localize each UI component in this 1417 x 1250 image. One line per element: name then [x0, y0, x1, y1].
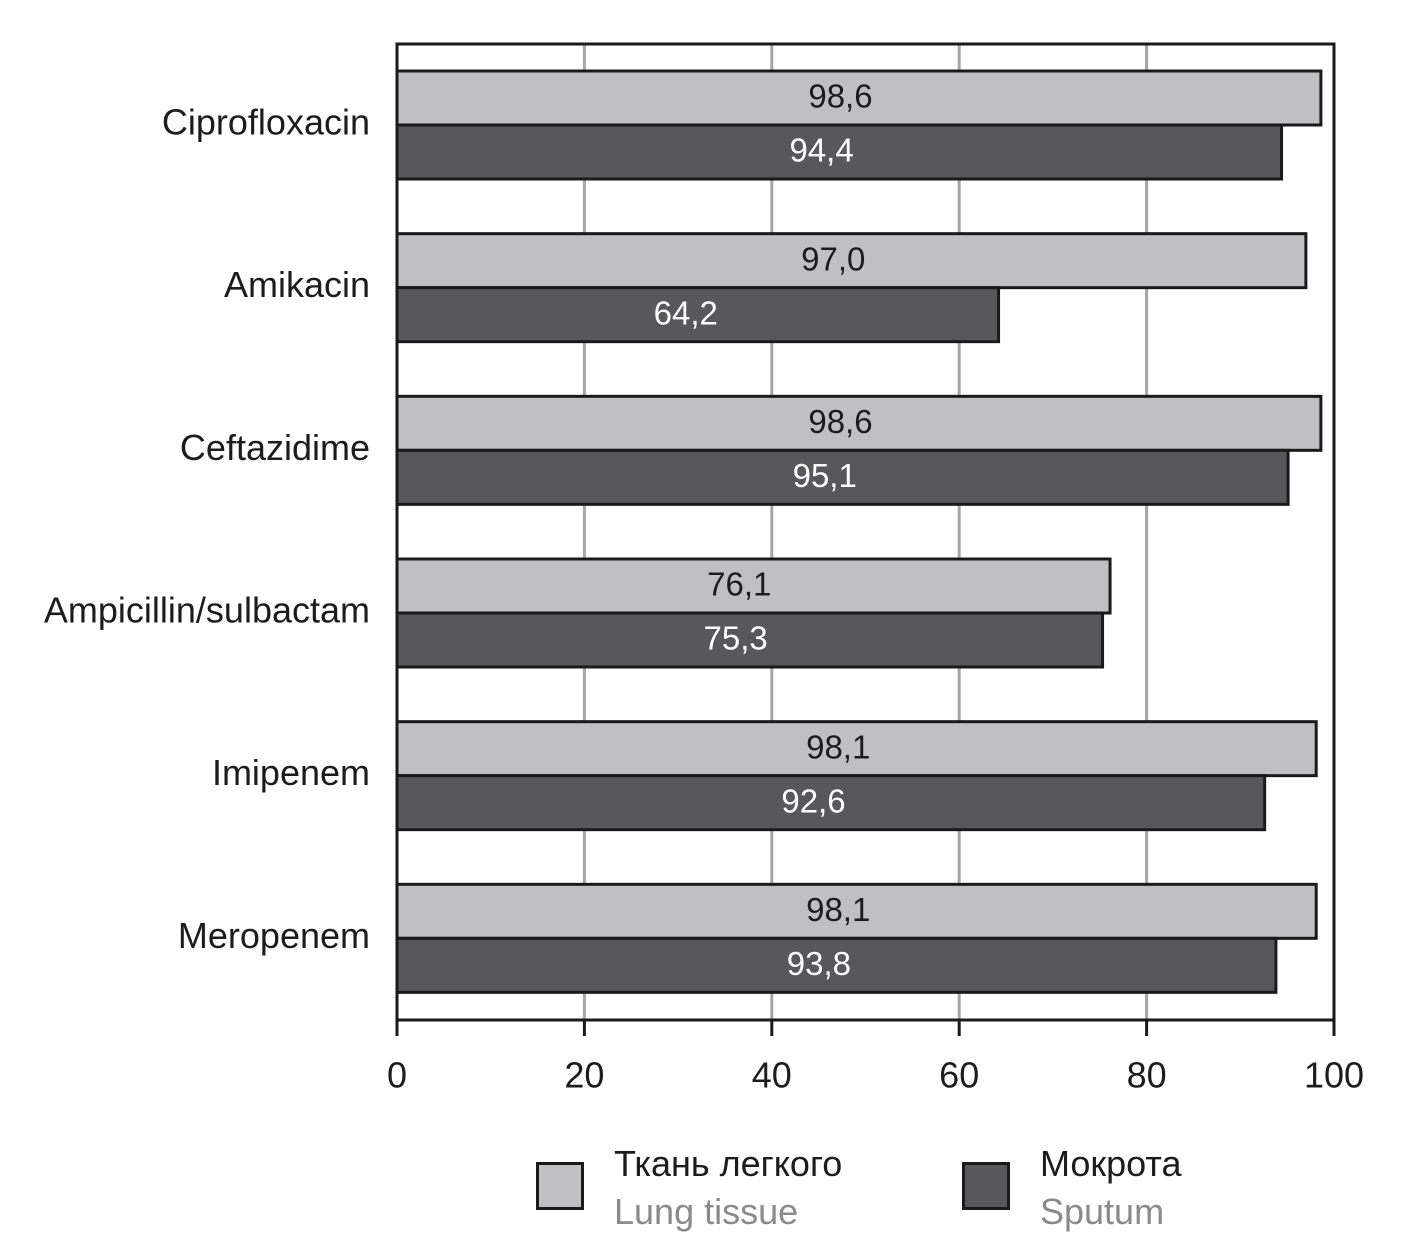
legend-swatch-sputum	[962, 1162, 1010, 1210]
category-label: Ampicillin/sulbactam	[44, 590, 370, 631]
bar	[395, 936, 1278, 994]
category-label: Imipenem	[212, 752, 370, 793]
data-label: 75,3	[704, 620, 768, 657]
category-label: Amikacin	[224, 264, 370, 305]
bar	[395, 774, 1267, 832]
x-tick-label: 100	[1304, 1055, 1364, 1096]
bar	[395, 611, 1105, 669]
plot-frame	[395, 42, 1336, 1022]
x-tick-label: 40	[752, 1055, 792, 1096]
data-label: 98,6	[808, 403, 872, 440]
bar	[395, 123, 1284, 181]
category-label: Ceftazidime	[180, 427, 370, 468]
legend-swatch-lung-tissue	[536, 1162, 584, 1210]
data-label: 93,8	[787, 945, 851, 982]
x-tick-label: 20	[564, 1055, 604, 1096]
data-label: 98,6	[808, 78, 872, 115]
legend-label-secondary: Sputum	[1040, 1191, 1165, 1232]
x-tick-label: 60	[939, 1055, 979, 1096]
data-label: 98,1	[806, 728, 870, 765]
data-label: 97,0	[801, 240, 865, 277]
data-label: 76,1	[707, 566, 771, 603]
data-label: 64,2	[654, 294, 718, 331]
category-label: Ciprofloxacin	[162, 102, 370, 143]
legend: Ткань легкого Lung tissue Мокрота Sputum	[536, 1138, 1316, 1238]
data-label: 95,1	[793, 457, 857, 494]
bar-chart: 98,6 94,4 Ciprofloxacin 97,0 64,2 Amikacin 98,…	[44, 42, 1364, 1096]
bar	[395, 232, 1308, 290]
legend-label-primary: Мокрота	[1040, 1143, 1182, 1184]
bar	[395, 557, 1112, 615]
category-label: Meropenem	[178, 915, 370, 956]
x-tick-label: 80	[1127, 1055, 1167, 1096]
bar	[395, 720, 1318, 778]
data-label: 92,6	[781, 782, 845, 819]
bar	[395, 69, 1323, 127]
data-label: 98,1	[806, 891, 870, 928]
x-tick-label: 0	[387, 1055, 407, 1096]
legend-label-secondary: Lung tissue	[614, 1191, 799, 1232]
data-label: 94,4	[789, 132, 853, 169]
legend-label-primary: Ткань легкого	[614, 1143, 843, 1184]
